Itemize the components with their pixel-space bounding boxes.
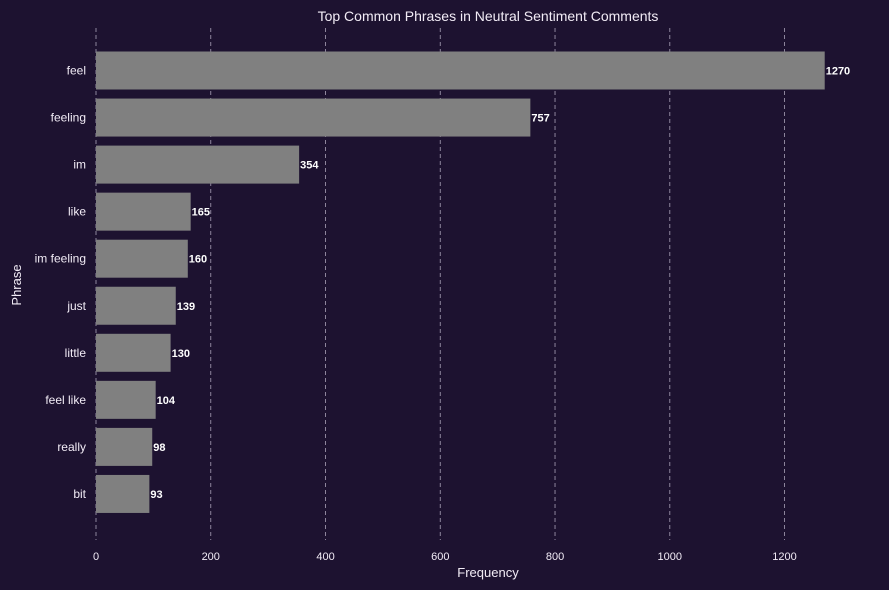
data-label-feeling: 757 bbox=[531, 113, 549, 125]
data-label-feel: 1270 bbox=[826, 66, 850, 78]
data-label-im-feeling: 160 bbox=[189, 254, 207, 266]
bar-im-feeling bbox=[96, 239, 188, 278]
y-tick-label-feel: feel bbox=[67, 64, 86, 78]
bar-bit bbox=[96, 474, 150, 513]
bar-feeling bbox=[96, 98, 531, 137]
y-tick-label-little: little bbox=[65, 346, 87, 360]
y-tick-label-like: like bbox=[68, 205, 86, 219]
x-tick-label-1200: 1200 bbox=[772, 551, 796, 563]
y-tick-label-just: just bbox=[66, 299, 86, 313]
y-tick-label-feeling: feeling bbox=[51, 111, 86, 125]
y-tick-label-bit: bit bbox=[73, 487, 86, 501]
x-tick-label-0: 0 bbox=[93, 551, 99, 563]
x-tick-label-1000: 1000 bbox=[658, 551, 682, 563]
chart-title: Top Common Phrases in Neutral Sentiment … bbox=[318, 8, 659, 24]
x-tick-label-800: 800 bbox=[546, 551, 564, 563]
bar-feel bbox=[96, 51, 825, 90]
data-label-bit: 93 bbox=[150, 489, 162, 501]
bar-just bbox=[96, 286, 176, 325]
bars-layer bbox=[96, 51, 825, 513]
y-axis-title: Phrase bbox=[9, 264, 24, 305]
bar-little bbox=[96, 333, 171, 372]
y-tick-label-im: im bbox=[73, 158, 86, 172]
y-tick-label-feel-like: feel like bbox=[45, 393, 86, 407]
y-axis-ticks: feel feeling im like im feeling just little fee… bbox=[35, 64, 87, 501]
x-tick-label-600: 600 bbox=[431, 551, 449, 563]
data-label-feel-like: 104 bbox=[157, 395, 176, 407]
bar-like bbox=[96, 192, 191, 231]
data-label-like: 165 bbox=[192, 207, 210, 219]
x-tick-label-200: 200 bbox=[202, 551, 220, 563]
y-tick-label-im-feeling: im feeling bbox=[35, 252, 86, 266]
data-label-im: 354 bbox=[300, 160, 319, 172]
bar-feel-like bbox=[96, 380, 156, 419]
data-label-just: 139 bbox=[177, 301, 195, 313]
x-axis-ticks: 0 200 400 600 800 1000 1200 bbox=[93, 551, 797, 563]
data-label-really: 98 bbox=[153, 442, 165, 454]
x-axis-title: Frequency bbox=[457, 565, 519, 580]
y-tick-label-really: really bbox=[57, 440, 86, 454]
bar-really bbox=[96, 427, 153, 466]
data-labels-layer: 1270 757 354 165 160 139 130 104 98 93 bbox=[150, 66, 850, 501]
x-tick-label-400: 400 bbox=[316, 551, 334, 563]
data-label-little: 130 bbox=[172, 348, 190, 360]
bar-im bbox=[96, 145, 300, 184]
